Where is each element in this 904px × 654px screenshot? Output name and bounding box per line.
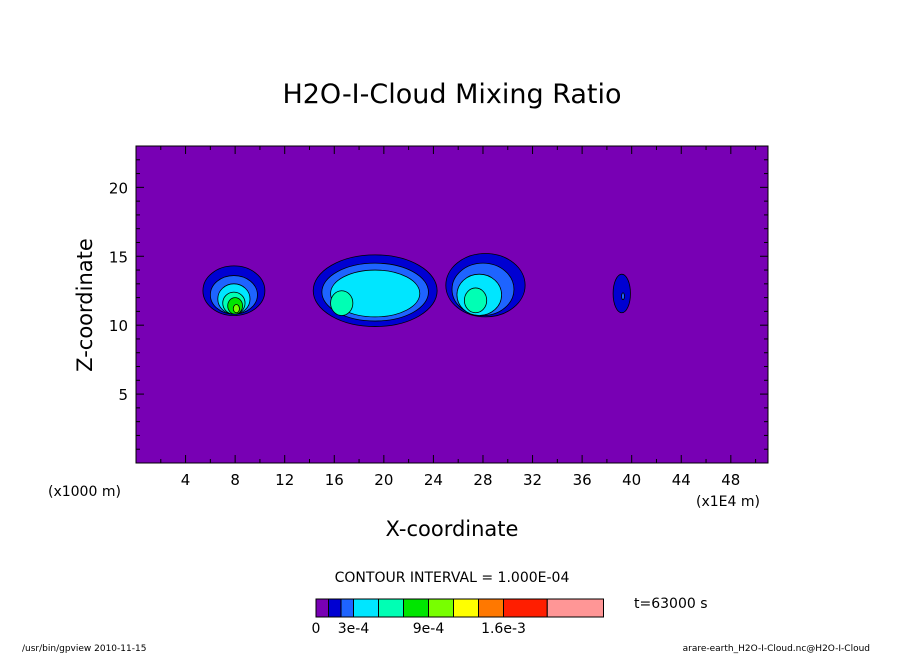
colorbar-label: 9e-4 <box>413 621 445 637</box>
colorbar-segment <box>503 598 548 618</box>
colorbar-segment <box>453 598 479 618</box>
footer-right: arare-earth_H2O-I-Cloud.nc@H2O-I-Cloud <box>683 644 870 654</box>
x-tick-label: 48 <box>721 471 740 489</box>
x-tick-label: 4 <box>181 471 191 489</box>
x-tick-label: 40 <box>622 471 641 489</box>
colorbar: 0 3e-4 9e-4 1.6e-3 <box>312 598 604 637</box>
contour-level <box>232 304 240 314</box>
cloud-cell <box>202 265 266 316</box>
time-label: t=63000 s <box>634 596 708 612</box>
contour-interval-label: CONTOUR INTERVAL = 1.000E-04 <box>335 570 570 586</box>
colorbar-segment <box>478 598 504 618</box>
colorbar-label: 0 <box>312 621 321 637</box>
x-unit-left: (x1000 m) <box>48 484 121 500</box>
y-tick-label: 20 <box>109 179 128 197</box>
x-tick-label: 28 <box>473 471 492 489</box>
x-tick-label: 24 <box>424 471 443 489</box>
y-tick-label: 5 <box>118 386 128 404</box>
plot-frame <box>135 145 769 464</box>
y-tick-label: 10 <box>109 317 128 335</box>
y-axis-label: Z-coordinate <box>73 238 97 372</box>
contour-level <box>330 290 354 316</box>
colorbar-segment <box>378 598 404 618</box>
x-tick-label: 12 <box>275 471 294 489</box>
colorbar-segment <box>353 598 379 618</box>
x-tick-label: 20 <box>374 471 393 489</box>
cloud-cell <box>445 253 526 318</box>
colorbar-segment <box>546 598 604 618</box>
chart-title: H2O-I-Cloud Mixing Ratio <box>282 79 621 110</box>
x-tick-label: 36 <box>573 471 592 489</box>
x-tick-label: 8 <box>230 471 240 489</box>
colorbar-segment <box>315 598 329 618</box>
footer-left: /usr/bin/gpview 2010-11-15 <box>22 644 146 654</box>
x-tick-label: 16 <box>325 471 344 489</box>
x-tick-label: 44 <box>672 471 691 489</box>
colorbar-segment <box>428 598 454 618</box>
y-tick-label: 15 <box>109 248 128 266</box>
contour-level <box>621 292 625 301</box>
colorbar-label: 3e-4 <box>338 621 370 637</box>
contour-level <box>463 287 488 314</box>
colorbar-label: 1.6e-3 <box>481 621 526 637</box>
cloud-cell <box>312 254 438 327</box>
colorbar-segment <box>403 598 429 618</box>
x-tick-label: 32 <box>523 471 542 489</box>
cloud-cell <box>612 273 631 314</box>
colorbar-segment <box>340 598 354 618</box>
x-axis-label: X-coordinate <box>386 517 519 541</box>
x-unit-right: (x1E4 m) <box>696 494 760 510</box>
colorbar-segment <box>328 598 342 618</box>
